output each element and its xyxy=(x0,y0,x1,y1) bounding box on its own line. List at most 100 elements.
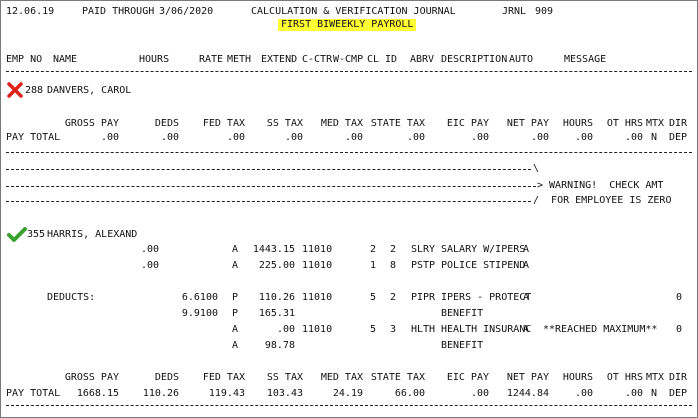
deds-header: DEDS xyxy=(154,118,179,129)
state-tax-value: .00 xyxy=(406,132,425,143)
divider xyxy=(6,405,692,406)
mtx-value: N xyxy=(651,132,658,143)
warning-rule xyxy=(6,169,531,170)
jrnl-number: 909 xyxy=(535,6,554,17)
med-tax-value: .00 xyxy=(344,132,363,143)
state-tax-value: 66.00 xyxy=(394,388,425,399)
warning-rule xyxy=(6,186,536,187)
gross-pay-header: GROSS PAY xyxy=(64,372,119,383)
earning-id: 8 xyxy=(390,260,397,271)
hours-header: HOURS xyxy=(562,372,593,383)
green-check-icon xyxy=(7,227,27,242)
deduction-meth: A xyxy=(232,324,239,335)
deds-value: 110.26 xyxy=(142,388,179,399)
deduction-description: IPERS - PROTECT xyxy=(441,292,532,303)
earning-cl: 2 xyxy=(370,244,377,255)
col-cl: CL xyxy=(367,54,380,65)
employee-2-name: HARRIS, ALEXAND xyxy=(47,229,138,240)
warning-message-line-2: / FOR EMPLOYEE IS ZERO xyxy=(533,195,672,206)
med-tax-header: MED TAX xyxy=(320,372,363,383)
fed-tax-value: .00 xyxy=(226,132,245,143)
deduction-flag: 0 xyxy=(676,324,683,335)
payroll-subtitle: FIRST BIWEEKLY PAYROLL xyxy=(278,19,417,31)
col-abrv: ABRV xyxy=(410,54,435,65)
earning-cl: 1 xyxy=(370,260,377,271)
red-x-icon xyxy=(7,82,23,98)
earning-description: SALARY W/IPERS xyxy=(441,244,526,255)
gross-pay-header: GROSS PAY xyxy=(64,118,119,129)
ot-hrs-value: .00 xyxy=(624,132,643,143)
deduction-cl: 5 xyxy=(370,324,377,335)
hours-value: .00 xyxy=(574,388,593,399)
gross-pay-value: .00 xyxy=(100,132,119,143)
ot-hrs-value: .00 xyxy=(624,388,643,399)
pay-total-label: PAY TOTAL xyxy=(6,388,61,399)
hours-header: HOURS xyxy=(562,118,593,129)
hours-value: .00 xyxy=(574,132,593,143)
deduction-meth: P xyxy=(232,292,239,303)
report-date: 12.06.19 xyxy=(6,6,55,17)
mtx-header: MTX xyxy=(646,118,665,129)
earning-auto: A xyxy=(523,260,530,271)
net-pay-value: 1244.84 xyxy=(506,388,549,399)
med-tax-header: MED TAX xyxy=(320,118,363,129)
warning-rule xyxy=(6,201,531,202)
earning-hours: .00 xyxy=(140,260,159,271)
pay-total-label: PAY TOTAL xyxy=(6,132,61,143)
deduction-auto: A xyxy=(523,324,530,335)
deduction-extend: 165.31 xyxy=(258,308,295,319)
fed-tax-header: FED TAX xyxy=(202,118,245,129)
col-extend: EXTEND xyxy=(261,54,298,65)
deds-value: .00 xyxy=(160,132,179,143)
deduction-cl: 5 xyxy=(370,292,377,303)
state-tax-header: STATE TAX xyxy=(370,372,425,383)
eic-pay-value: .00 xyxy=(470,132,489,143)
dir-header: DIR xyxy=(669,372,688,383)
deducts-label: DEDUCTS: xyxy=(47,292,96,303)
state-tax-header: STATE TAX xyxy=(370,118,425,129)
col-cctr: C-CTR xyxy=(302,54,333,65)
deduction-meth: A xyxy=(232,340,239,351)
gross-pay-value: 1668.15 xyxy=(76,388,119,399)
warning-backslash: \ xyxy=(533,163,540,174)
divider xyxy=(6,71,692,72)
earning-id: 2 xyxy=(390,244,397,255)
employee-2-number: 355 xyxy=(27,229,46,240)
deduction-meth: P xyxy=(232,308,239,319)
deduction-flag: 0 xyxy=(676,292,683,303)
earning-meth: A xyxy=(232,260,239,271)
mtx-value: N xyxy=(651,388,658,399)
deduction-abrv: PIPR xyxy=(411,292,436,303)
fed-tax-value: 119.43 xyxy=(208,388,245,399)
mtx-header: MTX xyxy=(646,372,665,383)
deduction-description: HEALTH INSURANC xyxy=(441,324,532,335)
deduction-message: **REACHED MAXIMUM** xyxy=(543,324,658,335)
jrnl-label: JRNL xyxy=(502,6,527,17)
deduction-rate: 6.6100 xyxy=(181,292,218,303)
report-title: CALCULATION & VERIFICATION JOURNAL xyxy=(251,6,456,17)
deduction-cctr: 11010 xyxy=(302,292,333,303)
deduction-abrv: HLTH xyxy=(411,324,436,335)
paid-through-label: PAID THROUGH xyxy=(82,6,155,17)
earning-cctr: 11010 xyxy=(302,244,333,255)
ss-tax-value: .00 xyxy=(284,132,303,143)
earning-meth: A xyxy=(232,244,239,255)
col-emp-no: EMP NO xyxy=(6,54,43,65)
deduction-rate: 9.9100 xyxy=(181,308,218,319)
divider xyxy=(6,152,692,153)
earning-description: POLICE STIPEND xyxy=(441,260,526,271)
deduction-extend: 98.78 xyxy=(264,340,295,351)
deduction-id: 2 xyxy=(390,292,397,303)
col-message: MESSAGE xyxy=(564,54,607,65)
dir-value: DEP xyxy=(669,132,688,143)
fed-tax-header: FED TAX xyxy=(202,372,245,383)
ss-tax-header: SS TAX xyxy=(266,118,303,129)
eic-pay-header: EIC PAY xyxy=(446,372,489,383)
net-pay-header: NET PAY xyxy=(506,372,549,383)
deds-header: DEDS xyxy=(154,372,179,383)
col-hours: HOURS xyxy=(139,54,170,65)
col-id: ID xyxy=(385,54,398,65)
earning-abrv: PSTP xyxy=(411,260,436,271)
deduction-id: 3 xyxy=(390,324,397,335)
eic-pay-value: .00 xyxy=(470,388,489,399)
